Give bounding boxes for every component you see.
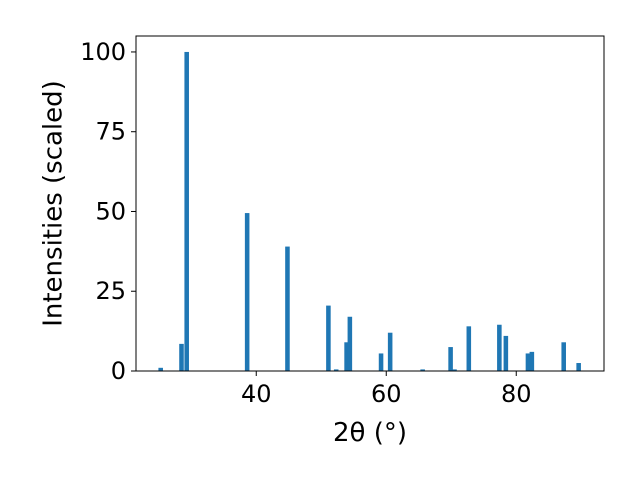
bar xyxy=(158,367,163,371)
bar xyxy=(347,316,353,371)
bar xyxy=(576,363,581,371)
bar xyxy=(344,342,349,371)
bar xyxy=(466,326,472,371)
y-tick-label: 50 xyxy=(95,197,126,225)
bar xyxy=(179,343,184,371)
x-tick-label: 40 xyxy=(241,380,272,408)
bar xyxy=(184,51,189,371)
y-tick-label: 100 xyxy=(80,38,126,66)
y-axis-label: Intensities (scaled) xyxy=(39,80,69,327)
y-tick-label: 25 xyxy=(95,277,126,305)
x-tick-label: 80 xyxy=(501,380,532,408)
plot-frame xyxy=(135,35,605,372)
bar xyxy=(387,332,393,371)
x-tick-label: 60 xyxy=(371,380,402,408)
bar xyxy=(529,351,535,371)
bar xyxy=(333,369,339,371)
bar xyxy=(448,347,453,371)
y-tick-label: 0 xyxy=(111,357,126,385)
bar xyxy=(244,213,250,371)
bar xyxy=(452,369,457,371)
bar xyxy=(503,335,509,371)
bar xyxy=(326,305,331,371)
bar xyxy=(525,353,531,371)
bar xyxy=(497,324,502,371)
bars-layer xyxy=(158,51,581,371)
x-axis-label: 2θ (°) xyxy=(333,418,407,448)
bar xyxy=(285,246,290,371)
y-tick-label: 75 xyxy=(95,118,126,146)
bar xyxy=(378,353,384,371)
bar xyxy=(420,369,425,371)
bar xyxy=(561,342,566,371)
ticks-layer: 40 60 80 0 25 50 75 100 xyxy=(80,38,531,408)
